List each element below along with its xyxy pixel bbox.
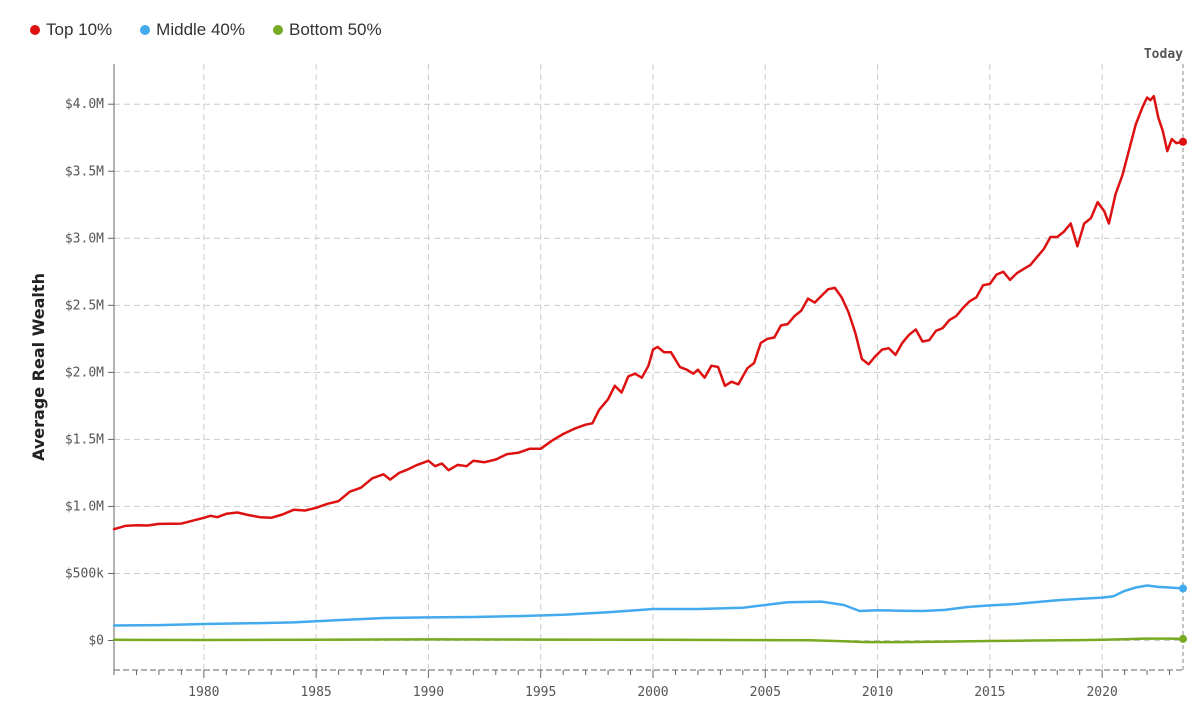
y-axis-title: Average Real Wealth	[29, 273, 48, 461]
x-tick-label: 1985	[300, 685, 331, 700]
y-tick-label: $0	[88, 634, 104, 649]
y-tick-label: $4.0M	[65, 97, 104, 112]
x-tick-label: 2005	[750, 685, 781, 700]
series-line-bottom-50	[112, 637, 1185, 644]
x-tick-label: 1990	[413, 685, 444, 700]
series-end-marker-bottom-50	[1179, 634, 1187, 643]
y-tick-label: $3.0M	[65, 231, 104, 246]
y-tick-label: $1.5M	[65, 432, 104, 447]
y-tick-label: $1.0M	[65, 499, 104, 514]
legend-label-middle-40: Middle 40%	[156, 20, 245, 39]
x-tick-label: 2000	[637, 685, 668, 700]
x-tick-label: 1995	[525, 685, 556, 700]
x-tick-label: 2020	[1086, 685, 1117, 700]
series-line-top-10	[112, 94, 1185, 531]
legend-item-middle-40[interactable]: Middle 40%	[140, 20, 245, 40]
series-end-marker-middle-40	[1179, 584, 1187, 593]
x-tick-label: 2015	[974, 685, 1005, 700]
legend-label-top-10: Top 10%	[46, 20, 113, 39]
axes	[108, 64, 1184, 678]
legend-marker-bottom-50	[273, 25, 283, 35]
legend-item-top-10[interactable]: Top 10%	[30, 20, 112, 40]
series-line-middle-40	[112, 584, 1185, 627]
x-tick-label: 1980	[188, 685, 219, 700]
x-tick-label: 2010	[862, 685, 893, 700]
y-tick-label: $500k	[65, 566, 104, 581]
today-label: Today	[1144, 47, 1183, 62]
grid-lines	[114, 64, 1183, 670]
y-tick-label: $2.0M	[65, 365, 104, 380]
legend-label-bottom-50: Bottom 50%	[289, 20, 382, 39]
legend-marker-middle-40	[140, 25, 151, 35]
legend-marker-top-10	[30, 25, 40, 35]
series-lines	[112, 94, 1187, 644]
y-tick-label: $2.5M	[65, 298, 104, 313]
legend-item-bottom-50[interactable]: Bottom 50%	[273, 20, 382, 40]
y-tick-label: $3.5M	[65, 164, 104, 179]
series-end-marker-top-10	[1179, 137, 1187, 146]
axis-labels: $0 $500k $1.0M $1.5M $2.0M $2.5M $3.0M $3.5M $4.…	[29, 47, 1183, 700]
chart-legend: Top 10% Middle 40% Bottom 50%	[30, 20, 382, 40]
